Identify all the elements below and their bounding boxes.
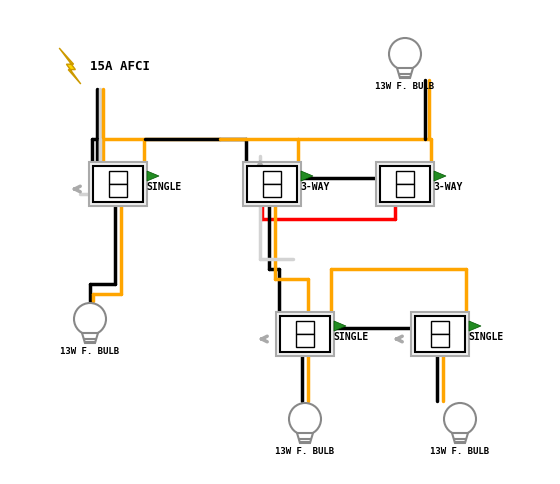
- Text: 3-WAY: 3-WAY: [433, 182, 463, 192]
- FancyBboxPatch shape: [415, 317, 465, 352]
- Polygon shape: [452, 433, 468, 443]
- FancyBboxPatch shape: [276, 312, 334, 356]
- Text: 3-WAY: 3-WAY: [300, 182, 329, 192]
- Polygon shape: [397, 69, 413, 79]
- Circle shape: [74, 303, 106, 335]
- FancyBboxPatch shape: [89, 163, 147, 207]
- Polygon shape: [469, 321, 481, 332]
- Polygon shape: [59, 49, 81, 85]
- FancyBboxPatch shape: [109, 171, 127, 185]
- FancyBboxPatch shape: [93, 166, 143, 203]
- FancyBboxPatch shape: [263, 184, 281, 198]
- Text: 13W F. BULB: 13W F. BULB: [60, 346, 120, 355]
- Polygon shape: [82, 333, 98, 343]
- FancyBboxPatch shape: [380, 166, 430, 203]
- Circle shape: [289, 403, 321, 435]
- Text: 15A AFCI: 15A AFCI: [90, 60, 150, 73]
- Circle shape: [389, 39, 421, 71]
- Text: 13W F. BULB: 13W F. BULB: [276, 446, 334, 455]
- FancyBboxPatch shape: [280, 317, 330, 352]
- FancyBboxPatch shape: [376, 163, 434, 207]
- Text: 13W F. BULB: 13W F. BULB: [375, 82, 435, 91]
- FancyBboxPatch shape: [396, 184, 414, 198]
- FancyBboxPatch shape: [411, 312, 469, 356]
- FancyBboxPatch shape: [263, 171, 281, 185]
- Text: SINGLE: SINGLE: [468, 332, 503, 341]
- FancyBboxPatch shape: [243, 163, 301, 207]
- FancyBboxPatch shape: [296, 321, 314, 334]
- FancyBboxPatch shape: [431, 334, 449, 348]
- Polygon shape: [334, 321, 346, 332]
- FancyBboxPatch shape: [109, 184, 127, 198]
- Polygon shape: [434, 172, 446, 182]
- Text: SINGLE: SINGLE: [333, 332, 368, 341]
- FancyBboxPatch shape: [431, 321, 449, 334]
- Text: 13W F. BULB: 13W F. BULB: [431, 446, 489, 455]
- Circle shape: [444, 403, 476, 435]
- Polygon shape: [301, 172, 313, 182]
- Polygon shape: [297, 433, 313, 443]
- FancyBboxPatch shape: [296, 334, 314, 348]
- Text: SINGLE: SINGLE: [146, 182, 181, 192]
- FancyBboxPatch shape: [396, 171, 414, 185]
- Polygon shape: [147, 172, 159, 182]
- FancyBboxPatch shape: [247, 166, 297, 203]
